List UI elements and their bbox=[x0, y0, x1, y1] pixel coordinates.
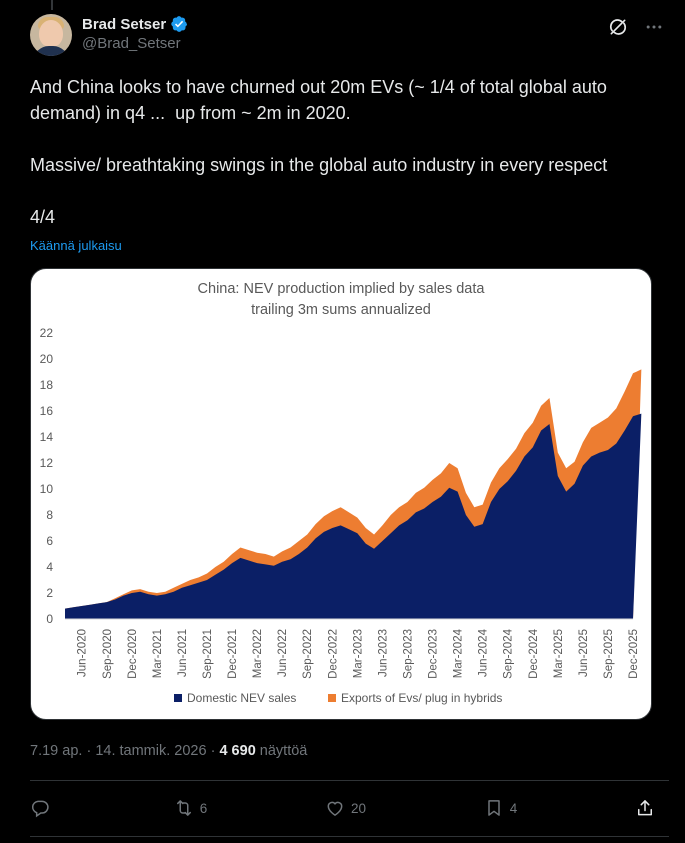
y-tick-label: 16 bbox=[40, 404, 54, 418]
y-tick-label: 4 bbox=[46, 560, 53, 574]
avatar-shirt bbox=[33, 46, 69, 56]
reply-icon bbox=[31, 800, 49, 818]
action-bar: 6 20 4 bbox=[30, 797, 655, 819]
avatar-face bbox=[39, 20, 63, 47]
x-tick-label: Dec-2022 bbox=[327, 629, 339, 679]
y-tick-label: 2 bbox=[46, 586, 53, 600]
share-icon bbox=[638, 800, 652, 816]
repost-count: 6 bbox=[199, 800, 208, 816]
x-tick-label: Mar-2025 bbox=[553, 629, 565, 678]
bookmark-icon bbox=[488, 800, 500, 816]
x-tick-label: Sep-2020 bbox=[102, 629, 114, 679]
translate-link[interactable]: Käännä julkaisu bbox=[30, 238, 122, 253]
like-count: 20 bbox=[350, 800, 367, 816]
y-tick-label: 0 bbox=[46, 612, 53, 626]
y-tick-label: 14 bbox=[40, 430, 54, 444]
bookmark-button[interactable]: 4 bbox=[484, 798, 518, 818]
y-tick-label: 10 bbox=[40, 482, 54, 496]
divider-top bbox=[30, 780, 669, 781]
x-tick-label: Sep-2022 bbox=[302, 629, 314, 679]
header-actions bbox=[607, 16, 665, 38]
verified-badge-icon bbox=[171, 16, 188, 32]
chart-title: China: NEV production implied by sales d… bbox=[197, 281, 485, 297]
x-tick-label: Sep-2023 bbox=[402, 629, 414, 679]
x-tick-label: Dec-2024 bbox=[528, 628, 540, 678]
avatar[interactable] bbox=[30, 14, 72, 56]
tweet-text: And China looks to have churned out 20m … bbox=[30, 77, 608, 227]
bookmark-count: 4 bbox=[509, 800, 518, 816]
x-tick-label: Jun-2025 bbox=[578, 629, 590, 677]
chart-subtitle: trailing 3m sums annualized bbox=[251, 302, 431, 318]
x-tick-label: Sep-2024 bbox=[503, 628, 515, 678]
y-tick-label: 20 bbox=[40, 352, 54, 366]
legend-swatch-exports bbox=[328, 694, 336, 702]
x-tick-label: Mar-2024 bbox=[453, 628, 465, 678]
divider-bottom bbox=[30, 836, 669, 837]
tweet-media-chart[interactable]: China: NEV production implied by sales d… bbox=[30, 268, 652, 720]
meta-separator: · bbox=[210, 743, 216, 759]
x-tick-label: Dec-2020 bbox=[127, 629, 139, 679]
y-tick-label: 22 bbox=[40, 326, 54, 340]
share-button[interactable] bbox=[635, 798, 655, 818]
x-tick-label: Jun-2020 bbox=[77, 629, 89, 677]
x-tick-label: Mar-2022 bbox=[252, 629, 264, 678]
y-tick-label: 18 bbox=[40, 378, 54, 392]
y-tick-label: 12 bbox=[40, 456, 54, 470]
y-tick-label: 6 bbox=[46, 534, 53, 548]
repost-icon bbox=[176, 800, 191, 816]
views-label: näyttöä bbox=[259, 743, 308, 759]
name-row: Brad Setser bbox=[82, 15, 188, 33]
x-tick-label: Jun-2024 bbox=[478, 628, 490, 677]
y-tick-label: 8 bbox=[46, 508, 53, 522]
x-tick-label: Sep-2025 bbox=[603, 629, 615, 679]
reply-button[interactable] bbox=[30, 798, 56, 818]
x-tick-label: Jun-2023 bbox=[377, 629, 389, 677]
series-area-domestic bbox=[65, 413, 642, 619]
like-icon bbox=[327, 801, 343, 816]
author-block: Brad Setser @Brad_Setser bbox=[82, 15, 188, 52]
x-tick-label: Sep-2021 bbox=[202, 629, 214, 679]
tweet-date[interactable]: 14. tammik. 2026 bbox=[95, 743, 207, 759]
chart-plot: 0 2 4 6 8 10 12 14 16 18 20 22 Jun-2020 Sep-2020 Dec-2… bbox=[40, 326, 642, 705]
tweet-header: Brad Setser @Brad_Setser bbox=[30, 14, 665, 58]
grok-icon[interactable] bbox=[607, 16, 629, 38]
x-tick-label: Jun-2021 bbox=[177, 629, 189, 677]
more-icon[interactable] bbox=[643, 16, 665, 38]
x-tick-label: Jun-2022 bbox=[277, 629, 289, 677]
meta-separator: · bbox=[86, 743, 92, 759]
x-tick-label: Dec-2021 bbox=[227, 629, 239, 679]
legend-label-domestic: Domestic NEV sales bbox=[187, 691, 296, 705]
thread-connector bbox=[51, 0, 53, 10]
legend-label-exports: Exports of Evs/ plug in hybrids bbox=[341, 691, 502, 705]
tweet-time[interactable]: 7.19 ap. bbox=[30, 743, 83, 759]
author-display-name[interactable]: Brad Setser bbox=[82, 15, 167, 33]
author-handle[interactable]: @Brad_Setser bbox=[82, 35, 181, 52]
legend-swatch-domestic bbox=[174, 694, 182, 702]
tweet-meta: 7.19 ap. · 14. tammik. 2026 · 4 690 näyt… bbox=[30, 743, 307, 759]
x-tick-label: Mar-2023 bbox=[352, 629, 364, 678]
x-tick-label: Dec-2023 bbox=[428, 629, 440, 679]
x-tick-label: Mar-2021 bbox=[152, 629, 164, 678]
like-button[interactable]: 20 bbox=[325, 798, 366, 818]
views-count: 4 690 bbox=[219, 743, 256, 759]
x-tick-label: Dec-2025 bbox=[628, 629, 640, 679]
repost-button[interactable]: 6 bbox=[174, 798, 208, 818]
